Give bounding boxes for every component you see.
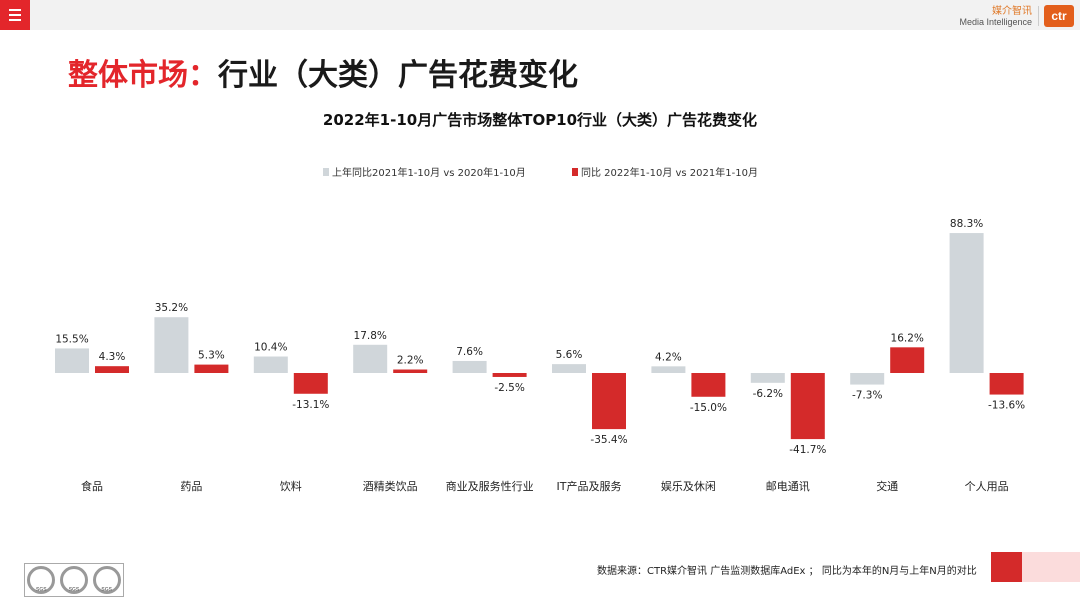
bar (393, 369, 428, 373)
sgs-seal-icon: SGS (27, 566, 56, 594)
footer-pink-block (1022, 552, 1080, 582)
category-label: 邮电通讯 (766, 480, 810, 493)
category-label: 商业及服务性行业 (446, 479, 534, 493)
brand-divider (1038, 6, 1039, 26)
ctr-logo: ctr (1044, 5, 1074, 27)
data-label: -2.5% (494, 382, 524, 394)
bar (293, 373, 328, 394)
category-label: 酒精类饮品 (363, 479, 418, 493)
data-label: 10.4% (254, 342, 287, 354)
bar (55, 348, 89, 373)
bar (452, 360, 487, 373)
category-label: 食品 (81, 479, 103, 493)
legend-label: 同比 2022年1-10月 vs 2021年1-10月 (581, 166, 758, 179)
data-label: 17.8% (354, 330, 387, 342)
sgs-seal-icon: SGS (92, 566, 121, 594)
data-label: 4.2% (655, 351, 682, 363)
data-label: -7.3% (852, 390, 882, 402)
bar (253, 356, 288, 373)
bar (592, 373, 626, 430)
page-title-main: 行业（大类）广告花费变化 (218, 58, 578, 93)
data-label: -6.2% (753, 388, 783, 400)
bar (949, 233, 984, 373)
bar (95, 366, 129, 373)
bar (194, 364, 229, 373)
category-label: 娱乐及休闲 (661, 479, 716, 493)
bar (492, 373, 527, 377)
legend-swatch (572, 168, 578, 176)
chart-title: 2022年1-10月广告市场整体TOP10行业（大类）广告花费变化 (323, 111, 757, 129)
data-label: -35.4% (590, 434, 627, 446)
certification-badges: SGS SGS SGS (24, 563, 124, 597)
bar (154, 317, 189, 373)
bar-chart: 2022年1-10月广告市场整体TOP10行业（大类）广告花费变化上年同比202… (55, 111, 1025, 493)
category-label: 交通 (876, 479, 898, 493)
sgs-label: SGS (68, 587, 80, 593)
category-label: 药品 (180, 480, 202, 493)
data-label: 16.2% (891, 332, 924, 344)
category-label: IT产品及服务 (557, 479, 622, 493)
bar (989, 373, 1024, 395)
data-label: 7.6% (456, 346, 483, 358)
page-title: 整体市场：行业（大类）广告花费变化 (68, 50, 578, 94)
data-label: 5.6% (556, 349, 583, 361)
data-label: 5.3% (198, 350, 225, 362)
bar (552, 364, 586, 373)
bar (890, 347, 925, 373)
sgs-seal-icon: SGS (59, 566, 88, 594)
data-label: 15.5% (55, 333, 88, 345)
bar (790, 373, 825, 440)
data-label: -13.6% (988, 400, 1025, 412)
top-bar: 媒介智讯 Media Intelligence ctr (0, 0, 1080, 30)
data-label: -15.0% (690, 402, 727, 414)
bar (750, 373, 785, 383)
data-label: -41.7% (789, 444, 826, 456)
bar (691, 373, 726, 397)
bar (353, 344, 388, 373)
legend-swatch (323, 168, 329, 176)
data-label: 35.2% (155, 302, 188, 314)
brand-cn: 媒介智讯 (992, 6, 1032, 17)
bar (850, 373, 885, 385)
data-label: 88.3% (950, 218, 983, 230)
bar (651, 366, 686, 373)
category-label: 个人用品 (965, 480, 1009, 493)
page-title-prefix: 整体市场： (68, 58, 218, 93)
category-label: 饮料 (280, 479, 302, 493)
legend-label: 上年同比2021年1-10月 vs 2020年1-10月 (332, 166, 526, 179)
brand: 媒介智讯 Media Intelligence (959, 6, 1032, 28)
footer-accent-block (991, 552, 1022, 582)
data-source-note: 数据来源：CTR媒介智讯 广告监测数据库AdEx ； 同比为本年的N月与上年N月… (597, 566, 977, 577)
brand-en: Media Intelligence (959, 17, 1032, 27)
sgs-label: SGS (101, 587, 112, 593)
data-label: 2.2% (397, 355, 424, 367)
data-label: 4.3% (99, 351, 126, 363)
sgs-label: SGS (36, 587, 47, 593)
menu-icon[interactable] (0, 0, 30, 30)
data-label: -13.1% (292, 399, 329, 411)
